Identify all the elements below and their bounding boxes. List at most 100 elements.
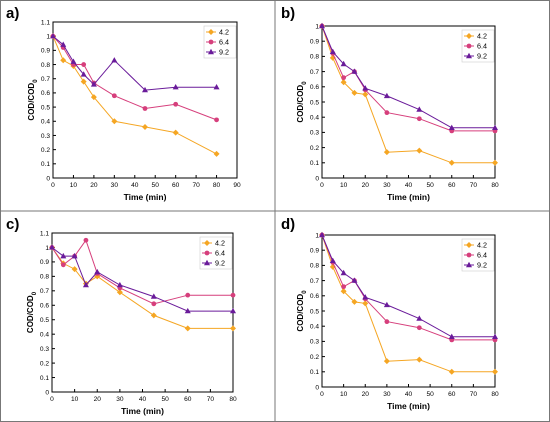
marker-p2-s3-8 bbox=[492, 124, 498, 131]
marker-p2-s3-1 bbox=[329, 48, 336, 55]
marker-p4-s1-5 bbox=[383, 358, 390, 365]
y-tick-label: 0.1 bbox=[310, 160, 319, 167]
marker-p2-s3-7 bbox=[448, 124, 455, 131]
y-tick-label: 0.5 bbox=[41, 104, 50, 111]
marker-p4-s1-3 bbox=[351, 298, 358, 305]
y-tick-label: 1.1 bbox=[41, 19, 50, 26]
y-tick-label: 0.3 bbox=[40, 346, 49, 353]
y-tick-label: 0.4 bbox=[40, 331, 49, 338]
marker-p1-s3-5 bbox=[111, 57, 118, 63]
y-tick-label: 1 bbox=[315, 232, 319, 239]
y-tick-label: 0.6 bbox=[310, 84, 319, 91]
x-tick-label: 70 bbox=[470, 182, 478, 189]
x-tick-label: 40 bbox=[405, 182, 413, 189]
legend-label: 6.4 bbox=[477, 42, 487, 51]
y-tick-label: 0.8 bbox=[40, 274, 49, 281]
marker-p1-s1-4 bbox=[90, 94, 97, 101]
marker-p1-s1-7 bbox=[172, 129, 179, 136]
marker-p2-s2-6 bbox=[416, 116, 422, 122]
marker-p3-s2-3 bbox=[83, 237, 89, 243]
marker-p1-s1-6 bbox=[142, 123, 148, 130]
marker-p1-s2-8 bbox=[214, 117, 219, 123]
legend-label: 9.2 bbox=[215, 259, 225, 268]
marker-p3-s3-6 bbox=[150, 293, 157, 299]
y-tick-label: 0.6 bbox=[40, 303, 49, 310]
marker-p1-s2-3 bbox=[81, 62, 87, 67]
x-tick-label: 20 bbox=[90, 182, 98, 189]
x-tick-label: 60 bbox=[448, 182, 456, 189]
marker-p3-s3-7 bbox=[184, 307, 191, 314]
marker-p3-s1-5 bbox=[116, 289, 123, 296]
marker-p4-s3-1 bbox=[329, 257, 336, 264]
y-axis-label: COD/COD0 bbox=[296, 290, 308, 332]
marker-p3-s2-1 bbox=[60, 262, 66, 268]
chart-panel-3: c) 0 0.1 0.2 0.3 0.4 0.5 0.6 0.7 0.8 0.9 1 1.1 0 10 20 3… bbox=[6, 216, 237, 416]
y-tick-label: 0.3 bbox=[310, 339, 319, 346]
x-tick-label: 30 bbox=[383, 182, 391, 189]
y-tick-label: 0 bbox=[315, 175, 319, 182]
marker-p2-s1-7 bbox=[448, 159, 455, 166]
marker-p4-s3-5 bbox=[383, 301, 390, 308]
y-tick-label: 0.2 bbox=[40, 360, 49, 367]
legend-label: 9.2 bbox=[477, 52, 487, 61]
x-tick-label: 0 bbox=[51, 182, 55, 189]
x-tick-label: 70 bbox=[192, 182, 200, 189]
marker-p3-s1-2 bbox=[71, 266, 78, 273]
x-tick-label: 60 bbox=[184, 396, 192, 403]
y-tick-label: 0.6 bbox=[310, 293, 319, 300]
y-tick-label: 1 bbox=[45, 245, 49, 252]
marker-p2-s2-2 bbox=[341, 75, 347, 81]
x-tick-label: 10 bbox=[70, 182, 78, 189]
y-tick-label: 0.8 bbox=[310, 263, 319, 270]
legend-label: 4.2 bbox=[477, 32, 487, 41]
marker-p1-s3-8 bbox=[213, 84, 220, 90]
y-axis-label: COD/COD0 bbox=[296, 81, 308, 123]
y-tick-label: 0.6 bbox=[41, 90, 50, 97]
marker-p3-s2-legend bbox=[204, 250, 210, 256]
marker-p4-s2-2 bbox=[341, 284, 347, 290]
x-tick-label: 80 bbox=[213, 182, 221, 189]
x-tick-label: 70 bbox=[470, 391, 478, 398]
y-tick-label: 0.7 bbox=[40, 288, 49, 295]
marker-p2-s3-6 bbox=[416, 106, 423, 112]
x-tick-label: 30 bbox=[383, 391, 391, 398]
x-axis-label: Time (min) bbox=[387, 192, 430, 202]
x-tick-label: 50 bbox=[161, 396, 169, 403]
x-tick-label: 0 bbox=[320, 182, 324, 189]
legend-label: 6.4 bbox=[215, 249, 225, 258]
marker-p2-s2-legend bbox=[466, 43, 472, 49]
marker-p3-s1-8 bbox=[230, 325, 236, 332]
marker-p3-s3-5 bbox=[116, 281, 123, 288]
marker-p2-s3-legend bbox=[466, 52, 472, 59]
y-tick-label: 0 bbox=[45, 389, 49, 396]
marker-p4-s1-1 bbox=[329, 263, 336, 270]
x-tick-label: 90 bbox=[233, 182, 241, 189]
panel-label: d) bbox=[281, 216, 295, 233]
x-tick-label: 10 bbox=[340, 391, 348, 398]
marker-p4-s1-legend bbox=[466, 242, 472, 248]
x-tick-label: 80 bbox=[229, 396, 237, 403]
legend-label: 9.2 bbox=[219, 48, 229, 57]
marker-p2-s2-5 bbox=[384, 110, 390, 116]
y-tick-label: 0 bbox=[46, 175, 50, 182]
y-tick-label: 0.5 bbox=[310, 308, 319, 315]
marker-p4-s3-4 bbox=[362, 294, 369, 300]
x-tick-label: 40 bbox=[405, 391, 413, 398]
marker-p4-s3-2 bbox=[340, 269, 347, 276]
chart-panel-1: a) 0 0.1 0.2 0.3 0.4 0.5 0.6 0.7 0.8 0.9 1 1.1 0 10 20 3… bbox=[6, 5, 241, 202]
y-tick-label: 0.8 bbox=[41, 62, 50, 69]
marker-p4-s3-7 bbox=[448, 333, 455, 340]
marker-p3-s3-8 bbox=[230, 307, 236, 314]
marker-p3-s3-1 bbox=[60, 252, 67, 259]
x-tick-label: 40 bbox=[131, 182, 139, 189]
marker-p3-s1-6 bbox=[150, 312, 157, 319]
legend-label: 9.2 bbox=[477, 261, 487, 270]
y-tick-label: 0.1 bbox=[40, 375, 49, 382]
x-tick-label: 50 bbox=[152, 182, 160, 189]
marker-p4-s3-legend bbox=[466, 261, 472, 268]
y-tick-label: 0.5 bbox=[40, 317, 49, 324]
y-tick-label: 0.3 bbox=[310, 130, 319, 137]
marker-p2-s1-6 bbox=[416, 147, 423, 154]
y-tick-label: 0.7 bbox=[310, 69, 319, 76]
